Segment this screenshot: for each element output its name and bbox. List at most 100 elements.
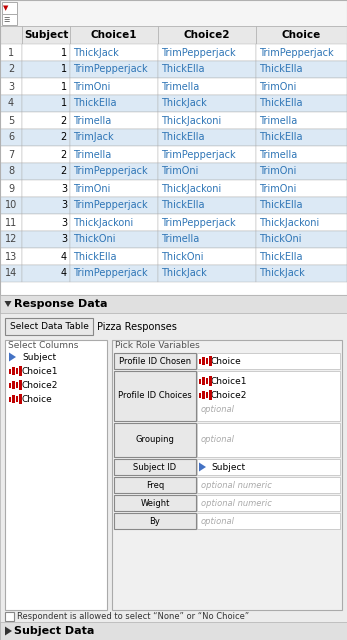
Bar bbox=[158, 231, 256, 248]
Bar bbox=[197, 353, 340, 369]
Text: 4: 4 bbox=[61, 252, 67, 262]
Bar bbox=[197, 423, 340, 457]
Text: Subject Data: Subject Data bbox=[14, 626, 94, 636]
Bar bbox=[0, 61, 22, 78]
Bar bbox=[19, 394, 22, 404]
Text: Choice1: Choice1 bbox=[91, 30, 137, 40]
Bar bbox=[0, 295, 347, 640]
Bar bbox=[158, 214, 256, 231]
Text: ThickJack: ThickJack bbox=[73, 47, 119, 58]
Bar bbox=[0, 129, 22, 146]
Text: Trimella: Trimella bbox=[259, 115, 297, 125]
Bar bbox=[16, 396, 18, 402]
Bar bbox=[22, 265, 70, 282]
Text: 4: 4 bbox=[61, 269, 67, 278]
Bar bbox=[70, 44, 158, 61]
Bar bbox=[9, 397, 11, 401]
Bar bbox=[0, 163, 22, 180]
Bar bbox=[158, 61, 256, 78]
Bar bbox=[0, 0, 347, 26]
Text: Subject: Subject bbox=[211, 463, 245, 472]
Bar bbox=[158, 265, 256, 282]
Text: ThickJack: ThickJack bbox=[161, 269, 207, 278]
Bar bbox=[114, 513, 196, 529]
Text: ThickElla: ThickElla bbox=[73, 252, 117, 262]
Text: ThickJack: ThickJack bbox=[259, 269, 305, 278]
Bar bbox=[5, 612, 14, 621]
Bar bbox=[0, 95, 22, 112]
Bar bbox=[199, 378, 202, 383]
Text: 12: 12 bbox=[5, 234, 17, 244]
Text: TrimPepperjack: TrimPepperjack bbox=[73, 200, 147, 211]
Bar bbox=[199, 358, 202, 364]
Bar bbox=[158, 146, 256, 163]
Bar bbox=[114, 353, 196, 369]
Bar bbox=[158, 95, 256, 112]
Bar bbox=[158, 44, 256, 61]
Bar bbox=[197, 477, 340, 493]
Bar bbox=[158, 197, 256, 214]
Bar bbox=[16, 368, 18, 374]
Bar bbox=[22, 112, 70, 129]
Bar bbox=[0, 197, 22, 214]
Text: ThickElla: ThickElla bbox=[259, 132, 303, 143]
Text: 2: 2 bbox=[61, 166, 67, 177]
Text: ThickJackoni: ThickJackoni bbox=[73, 218, 133, 227]
Bar bbox=[5, 340, 107, 610]
Text: Profile ID Choices: Profile ID Choices bbox=[118, 392, 192, 401]
Polygon shape bbox=[9, 353, 16, 362]
Bar bbox=[206, 392, 209, 398]
Text: TrimOni: TrimOni bbox=[161, 166, 198, 177]
Bar bbox=[206, 358, 209, 364]
Text: Choice: Choice bbox=[211, 356, 242, 365]
Text: 2: 2 bbox=[8, 65, 14, 74]
Text: ThickJackoni: ThickJackoni bbox=[259, 218, 319, 227]
Text: By: By bbox=[150, 516, 160, 525]
Bar bbox=[114, 459, 196, 475]
Text: 4: 4 bbox=[8, 99, 14, 109]
Text: Choice: Choice bbox=[22, 394, 53, 403]
Bar bbox=[0, 78, 22, 95]
Bar bbox=[0, 622, 347, 640]
Text: TrimOni: TrimOni bbox=[73, 81, 110, 92]
Text: 2: 2 bbox=[61, 132, 67, 143]
Text: 2: 2 bbox=[61, 115, 67, 125]
Text: ThickOni: ThickOni bbox=[73, 234, 116, 244]
Bar bbox=[256, 163, 347, 180]
Bar bbox=[0, 231, 22, 248]
Text: TrimPepperjack: TrimPepperjack bbox=[161, 218, 236, 227]
Bar bbox=[22, 44, 70, 61]
Bar bbox=[158, 129, 256, 146]
Bar bbox=[12, 381, 15, 389]
Bar bbox=[22, 61, 70, 78]
Bar bbox=[256, 112, 347, 129]
Text: TrimPepperjack: TrimPepperjack bbox=[73, 65, 147, 74]
Bar bbox=[19, 366, 22, 376]
Bar bbox=[70, 146, 158, 163]
Text: 3: 3 bbox=[61, 200, 67, 211]
Text: optional: optional bbox=[201, 435, 235, 445]
Bar bbox=[256, 214, 347, 231]
Bar bbox=[203, 377, 205, 385]
Bar bbox=[256, 61, 347, 78]
Bar bbox=[256, 129, 347, 146]
Text: Select Columns: Select Columns bbox=[8, 341, 78, 350]
Text: ThickElla: ThickElla bbox=[259, 252, 303, 262]
Polygon shape bbox=[199, 463, 206, 472]
Bar bbox=[22, 197, 70, 214]
Text: 13: 13 bbox=[5, 252, 17, 262]
Bar bbox=[114, 495, 196, 511]
Bar bbox=[22, 26, 70, 44]
Bar bbox=[70, 61, 158, 78]
Bar bbox=[256, 231, 347, 248]
Bar bbox=[256, 78, 347, 95]
Bar bbox=[2, 14, 17, 25]
Bar bbox=[70, 248, 158, 265]
Text: 8: 8 bbox=[8, 166, 14, 177]
Text: ThickOni: ThickOni bbox=[259, 234, 302, 244]
Bar bbox=[256, 197, 347, 214]
Bar bbox=[9, 383, 11, 387]
Bar bbox=[0, 214, 22, 231]
Bar bbox=[256, 248, 347, 265]
Text: TrimOni: TrimOni bbox=[73, 184, 110, 193]
